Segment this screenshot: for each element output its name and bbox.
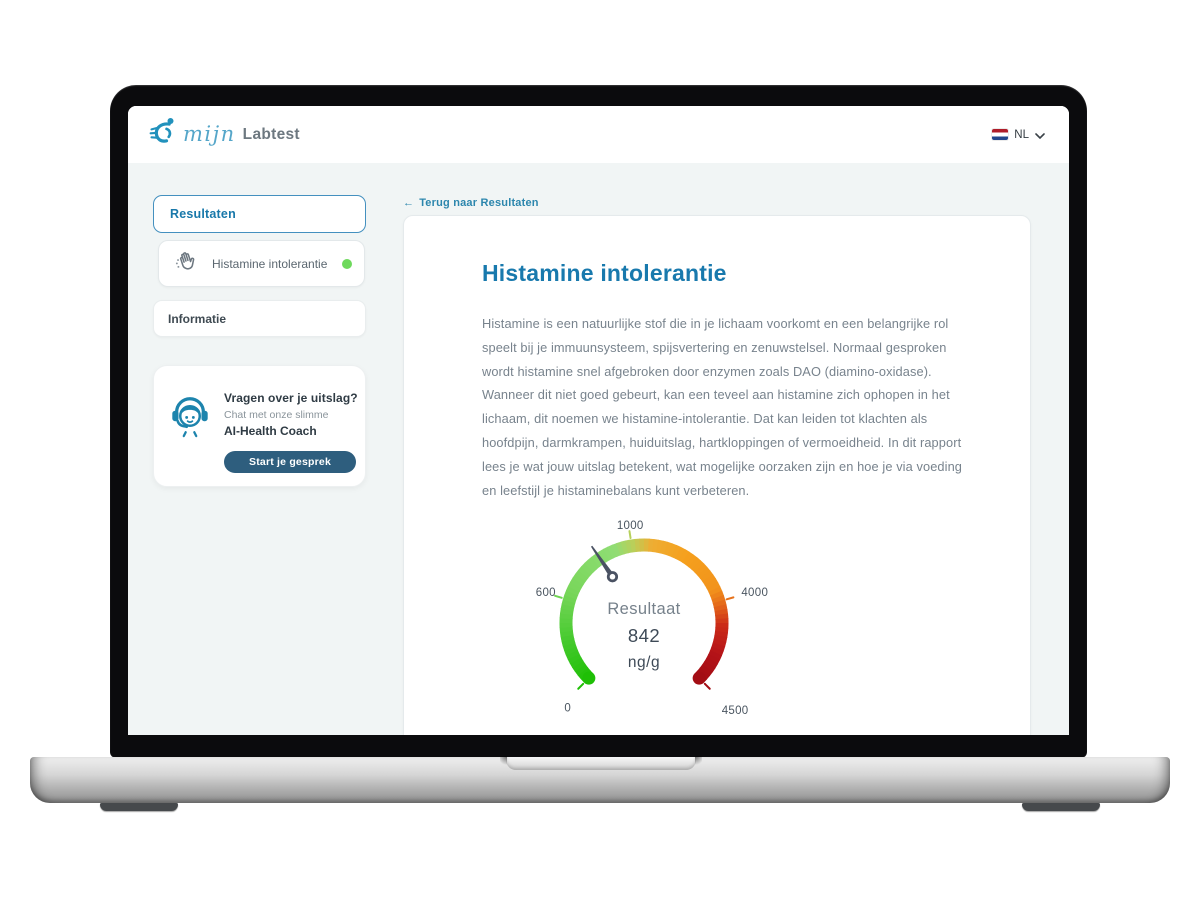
laptop-foot-right	[1022, 803, 1100, 811]
report-card: Histamine intolerantie Histamine is een …	[403, 215, 1031, 735]
gauge-needle-pivot	[606, 571, 619, 583]
gauge-tick	[628, 530, 632, 540]
gauge-value: 842	[628, 625, 660, 646]
gauge-axis-labels: 0 600 1000 4000 4500	[536, 520, 768, 717]
gauge-tick	[725, 596, 735, 601]
gauge-label: 4500	[722, 705, 749, 717]
gauge-ticks	[554, 530, 735, 690]
back-arrow-icon: ←	[403, 197, 415, 209]
app-header: mijn Labtest NL	[128, 106, 1069, 163]
laptop-screen-bezel: mijn Labtest NL Resultaten	[110, 85, 1087, 758]
ai-coach-texts: Vragen over je uitslag? Chat met onze sl…	[224, 391, 360, 438]
gauge-arc	[559, 538, 729, 685]
app-viewport: mijn Labtest NL Resultaten	[128, 106, 1069, 735]
back-link-label: Terug naar Resultaten	[419, 197, 539, 209]
language-code: NL	[1014, 128, 1029, 141]
gauge-label: 4000	[741, 587, 768, 599]
nl-flag-icon	[992, 129, 1009, 140]
gauge-label: 1000	[617, 520, 644, 532]
gauge-unit: ng/g	[628, 654, 660, 671]
itchy-hand-icon	[173, 247, 202, 281]
start-chat-button[interactable]: Start je gesprek	[224, 451, 356, 473]
gauge-needle	[590, 545, 619, 583]
language-selector[interactable]: NL	[992, 126, 1045, 144]
gauge-cap-start	[582, 671, 596, 685]
ai-coach-icon	[168, 392, 212, 443]
brand-logo-icon	[148, 116, 178, 153]
resultaten-label: Resultaten	[170, 207, 236, 221]
brand-name-rest: Labtest	[242, 125, 300, 143]
laptop-base	[30, 756, 1170, 811]
informatie-label: Informatie	[168, 311, 227, 326]
gauge-tick	[554, 594, 563, 599]
intro-paragraph: Histamine is een natuurlijke stof die in…	[482, 316, 963, 498]
chat-subtitle: Chat met onze slimme	[224, 409, 329, 421]
sidebar: Resultaten	[153, 195, 366, 487]
brand-name-script: mijn	[183, 122, 236, 146]
main-area: ← Terug naar Resultaten Histamine intole…	[403, 163, 1031, 735]
sidebar-item-histamine-test[interactable]: Histamine intolerantie	[158, 240, 365, 287]
gauge-needle-arm	[590, 545, 615, 579]
gauge-cap-end	[692, 671, 706, 685]
status-dot	[342, 258, 352, 269]
laptop-foot-left	[100, 803, 178, 811]
ai-coach-card: Vragen over je uitslag? Chat met onze sl…	[153, 365, 366, 487]
chat-coach-name: AI-Health Coach	[224, 424, 317, 438]
gauge-label: 600	[536, 587, 556, 599]
sidebar-item-resultaten[interactable]: Resultaten	[153, 195, 366, 233]
gauge-tick	[577, 682, 585, 690]
brand-logo[interactable]: mijn Labtest	[148, 116, 300, 153]
back-to-results-link[interactable]: ← Terug naar Resultaten	[403, 197, 539, 209]
chevron-down-icon	[1035, 126, 1045, 144]
gauge-title: Resultaat	[607, 600, 680, 618]
test-item-label: Histamine intolerantie	[212, 256, 328, 271]
chat-question: Vragen over je uitslag?	[224, 391, 358, 405]
sidebar-item-informatie[interactable]: Informatie	[153, 300, 366, 337]
result-gauge: 0 600 1000 4000 4500 Resultaat 842 ng/g	[474, 508, 814, 735]
gauge-label: 0	[564, 703, 571, 715]
page-title: Histamine intolerantie	[482, 260, 727, 286]
laptop-base-notch	[506, 756, 702, 770]
app-content: Resultaten	[128, 163, 1069, 735]
gauge-tick	[703, 682, 711, 690]
